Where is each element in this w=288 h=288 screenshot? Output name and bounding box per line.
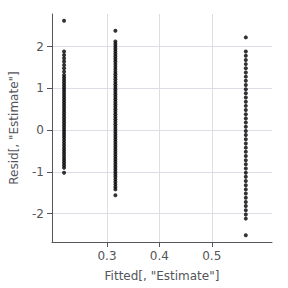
svg-text:-1: -1 [32,165,44,179]
svg-text:2: 2 [36,40,44,54]
svg-text:0.5: 0.5 [202,249,221,263]
svg-text:Fitted[, "Estimate"]: Fitted[, "Estimate"] [105,269,220,283]
svg-text:0.4: 0.4 [150,249,169,263]
svg-text:-2: -2 [32,207,44,221]
svg-text:1: 1 [36,81,44,95]
svg-text:Resid[, "Estimate"]: Resid[, "Estimate"] [7,71,21,184]
svg-text:0.3: 0.3 [97,249,116,263]
svg-text:0: 0 [36,123,44,137]
